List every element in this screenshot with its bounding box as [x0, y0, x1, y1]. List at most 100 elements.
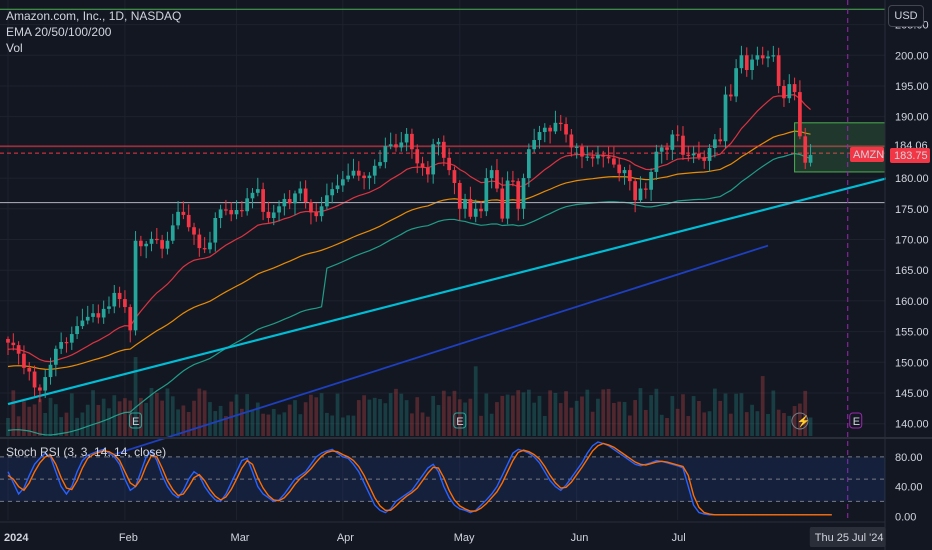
candle-body	[96, 313, 101, 318]
volume-bar	[542, 415, 547, 436]
price-tick-label: 150.00	[895, 357, 929, 369]
crosshair-date-bg	[809, 527, 886, 547]
volume-bar	[744, 412, 749, 436]
chart-title[interactable]: Amazon.com, Inc., 1D, NASDAQ	[6, 9, 182, 23]
volume-bar	[335, 393, 340, 436]
volume-bar	[266, 414, 271, 436]
volume-bar	[6, 418, 10, 436]
volume-bar	[245, 394, 250, 436]
volume-legend[interactable]: Vol	[6, 41, 23, 55]
candle-body	[585, 156, 590, 158]
volume-bar	[410, 413, 414, 436]
volume-bar	[64, 412, 69, 436]
rsi-tick-label: 40.00	[895, 482, 923, 494]
volume-bar	[85, 404, 90, 436]
volume-bar	[782, 413, 786, 436]
volume-bar	[176, 409, 180, 436]
candle-body	[346, 175, 351, 180]
volume-bar	[27, 406, 32, 436]
candle-body	[277, 206, 281, 213]
time-tick-label: Jul	[672, 532, 686, 544]
candle-body	[532, 140, 537, 150]
candle-body	[627, 170, 632, 182]
volume-bar	[372, 397, 377, 436]
volume-bar	[186, 411, 191, 436]
symbol-tag-bg	[850, 147, 884, 163]
candle-body	[495, 170, 499, 189]
candle-body	[170, 225, 175, 241]
candle-body	[452, 170, 457, 183]
candle-body	[569, 134, 574, 148]
volume-bar	[22, 401, 26, 436]
volume-bar	[516, 390, 521, 436]
candle-body	[505, 180, 510, 219]
candle-body	[734, 68, 738, 97]
candle-body	[511, 180, 515, 182]
volume-bar	[170, 396, 175, 436]
ema-line-50	[7, 130, 811, 370]
candle-body	[787, 84, 792, 99]
volume-bar	[574, 400, 579, 436]
candle-body	[213, 218, 218, 243]
ema-legend[interactable]: EMA 20/50/100/200	[6, 25, 112, 39]
candle-body	[675, 134, 680, 136]
time-tick-label: Feb	[119, 532, 138, 544]
volume-bar	[261, 413, 265, 436]
volume-bar	[808, 417, 813, 436]
candle-body	[255, 189, 260, 193]
stoch-rsi-legend[interactable]: Stoch RSI (3, 3, 14, 14, close)	[6, 445, 167, 459]
volume-bar	[707, 411, 712, 436]
candle-body	[176, 211, 180, 226]
volume-bar	[330, 415, 335, 436]
candle-body	[766, 56, 770, 59]
candle-body	[643, 188, 648, 190]
volume-bar	[383, 403, 388, 436]
volume-bar	[362, 395, 366, 436]
candle-body	[750, 59, 754, 71]
volume-bar	[734, 393, 738, 436]
candle-body	[362, 175, 366, 179]
candle-body	[484, 178, 489, 212]
volume-bar	[298, 414, 303, 436]
candle-body	[521, 178, 526, 209]
volume-bar	[457, 399, 462, 436]
volume-bar	[239, 408, 244, 436]
candle-body	[202, 248, 207, 250]
volume-bar	[287, 404, 292, 436]
volume-bar	[723, 393, 728, 436]
candle-body	[564, 124, 568, 135]
time-tick-label: Jun	[571, 532, 589, 544]
volume-bars	[6, 357, 813, 436]
volume-bar	[691, 396, 696, 436]
price-axis-bg	[886, 0, 932, 550]
candle-body	[64, 342, 69, 344]
volume-bar	[580, 396, 584, 436]
candle-body	[590, 156, 595, 159]
candle-body	[691, 153, 696, 156]
volume-bar	[53, 404, 58, 436]
candle-body	[697, 153, 701, 158]
candle-body	[6, 338, 10, 343]
volume-bar	[303, 402, 308, 436]
volume-bar	[473, 366, 478, 436]
time-tick-label: May	[454, 532, 475, 544]
volume-bar	[139, 397, 143, 436]
price-tick-label: 175.00	[895, 204, 929, 216]
volume-bar	[340, 417, 345, 436]
currency-button[interactable]: USD	[888, 5, 924, 27]
volume-bar	[399, 393, 404, 436]
trendline-1	[114, 244, 769, 456]
earnings-marker	[129, 412, 143, 429]
volume-bar	[197, 388, 202, 436]
candle-body	[239, 210, 244, 212]
volume-bar	[596, 398, 600, 436]
candle-body	[383, 146, 388, 163]
candle-body	[325, 195, 329, 207]
volume-bar	[787, 415, 792, 436]
candle-body	[468, 198, 473, 217]
earnings-marker-label: E	[132, 416, 139, 428]
volume-bar	[367, 399, 372, 436]
candle-body	[771, 55, 776, 57]
volume-bar	[101, 398, 106, 436]
